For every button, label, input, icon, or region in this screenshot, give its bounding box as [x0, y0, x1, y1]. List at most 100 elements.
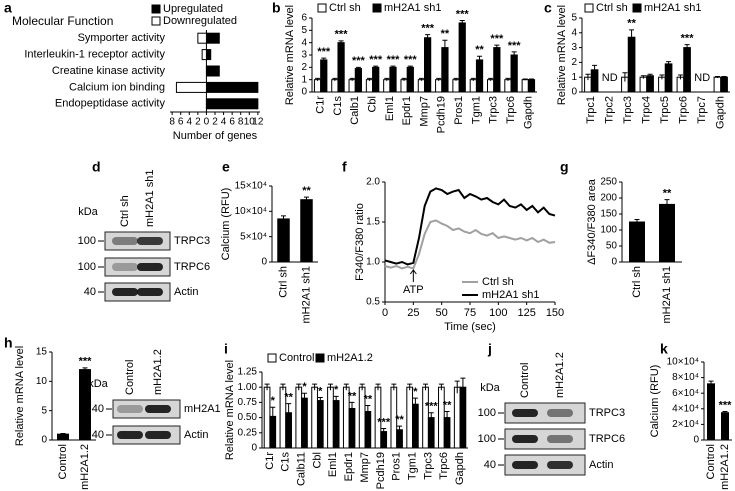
- lane-label: mH2A1.2: [554, 352, 566, 398]
- x-tick-label: Mmp7: [418, 96, 430, 127]
- bar: [510, 54, 518, 93]
- bar: [197, 32, 207, 44]
- blot-band: [137, 237, 163, 245]
- blot-membrane: [504, 402, 586, 424]
- error-bar: [365, 404, 371, 418]
- error-bar: [592, 64, 598, 75]
- error-bar: [270, 406, 276, 426]
- error-bar: [585, 73, 591, 81]
- bar: [383, 79, 391, 93]
- error-bar: [355, 66, 361, 70]
- marker-label: 40: [92, 403, 104, 415]
- bar: [337, 42, 345, 93]
- bar: [313, 79, 322, 93]
- blot-band: [137, 288, 163, 296]
- x-tick-label: Tgm1: [470, 96, 482, 124]
- error-bar: [708, 380, 714, 387]
- blot-band: [512, 435, 538, 443]
- significance-label: **: [441, 28, 450, 40]
- band-label: TRPC6: [174, 261, 210, 273]
- error-bar: [438, 383, 444, 391]
- significance-label: **: [364, 393, 373, 405]
- y-tick-label: 4: [571, 27, 577, 38]
- error-bar: [722, 411, 728, 414]
- x-tick-label: 50: [436, 307, 448, 319]
- y-tick-label: 10×10⁴: [235, 206, 267, 217]
- band-label: Actin: [174, 286, 198, 298]
- y-tick-label: 5: [571, 13, 577, 24]
- significance-label: **: [395, 414, 404, 426]
- error-bar: [397, 425, 403, 434]
- legend-label: Ctrl sh: [329, 2, 361, 14]
- blot-band: [145, 405, 171, 413]
- error-bar: [647, 73, 653, 78]
- bar: [300, 199, 313, 263]
- y-tick-label: 4: [301, 37, 307, 48]
- blot-band: [547, 461, 573, 469]
- error-bar: [407, 65, 413, 69]
- bar: [389, 66, 397, 93]
- x-tick-label: 2: [212, 117, 218, 128]
- error-bar: [349, 401, 355, 415]
- error-bar: [494, 44, 500, 51]
- y-tick-label: 0.5: [366, 297, 380, 308]
- x-tick-label: mH2A1 sh1: [661, 266, 673, 323]
- error-bar: [304, 196, 309, 203]
- error-bar: [373, 65, 379, 69]
- y-tick-label: 150: [600, 209, 617, 220]
- bar: [348, 79, 356, 93]
- legend-label: Ctrl sh: [596, 2, 628, 14]
- x-tick-label: 25: [407, 307, 419, 319]
- bar: [527, 79, 536, 93]
- error-bar: [343, 383, 349, 391]
- bar: [435, 79, 443, 93]
- error-bar: [444, 411, 450, 424]
- error-bar: [423, 383, 429, 391]
- x-tick-label: C1r: [315, 96, 327, 114]
- blot-band: [112, 263, 138, 271]
- bar: [311, 386, 318, 449]
- bar: [458, 22, 466, 93]
- y-tick-label: 1: [571, 72, 577, 83]
- bar: [469, 79, 477, 93]
- x-tick-label: 6: [229, 117, 235, 128]
- band-label: Actin: [589, 459, 613, 471]
- blot-band: [512, 461, 538, 469]
- bar: [721, 412, 729, 441]
- significance-label: ***: [681, 33, 695, 45]
- legend-swatch: [151, 4, 161, 14]
- x-tick-label: Pcdh19: [375, 452, 387, 489]
- band-label: TRPC3: [589, 407, 625, 419]
- y-tick-label: 8×10⁴: [672, 372, 699, 383]
- significance-label: **: [443, 399, 452, 411]
- error-bar: [317, 397, 323, 404]
- bar: [205, 49, 212, 61]
- error-bar: [428, 412, 434, 423]
- bar: [205, 32, 220, 44]
- band-label: Actin: [184, 429, 208, 441]
- error-bar: [629, 29, 635, 45]
- blot-band: [117, 431, 143, 439]
- error-bar: [401, 77, 407, 81]
- error-bar: [390, 65, 396, 69]
- error-bar: [366, 77, 372, 81]
- bar: [406, 386, 414, 449]
- error-bar: [714, 75, 720, 78]
- bar: [720, 76, 728, 93]
- marker-label: 100: [78, 261, 96, 273]
- error-bar: [522, 78, 528, 81]
- y-tick-label: 0: [611, 257, 617, 268]
- bar: [354, 68, 362, 93]
- marker-label: 100: [478, 407, 496, 419]
- error-bar: [296, 383, 302, 391]
- significance-label: *: [271, 395, 276, 407]
- x-tick-label: 4: [187, 117, 193, 128]
- y-tick-label: 6×10⁴: [672, 388, 699, 399]
- y-tick-label: 15×10⁴: [235, 181, 267, 192]
- bar: [422, 386, 429, 449]
- y-tick-label: 2.0: [366, 177, 380, 188]
- significance-label: ***: [456, 8, 470, 20]
- panel-letter: j: [487, 341, 492, 357]
- x-tick-label: Epdr1: [343, 452, 355, 481]
- x-tick-label: Gapdh: [715, 96, 727, 129]
